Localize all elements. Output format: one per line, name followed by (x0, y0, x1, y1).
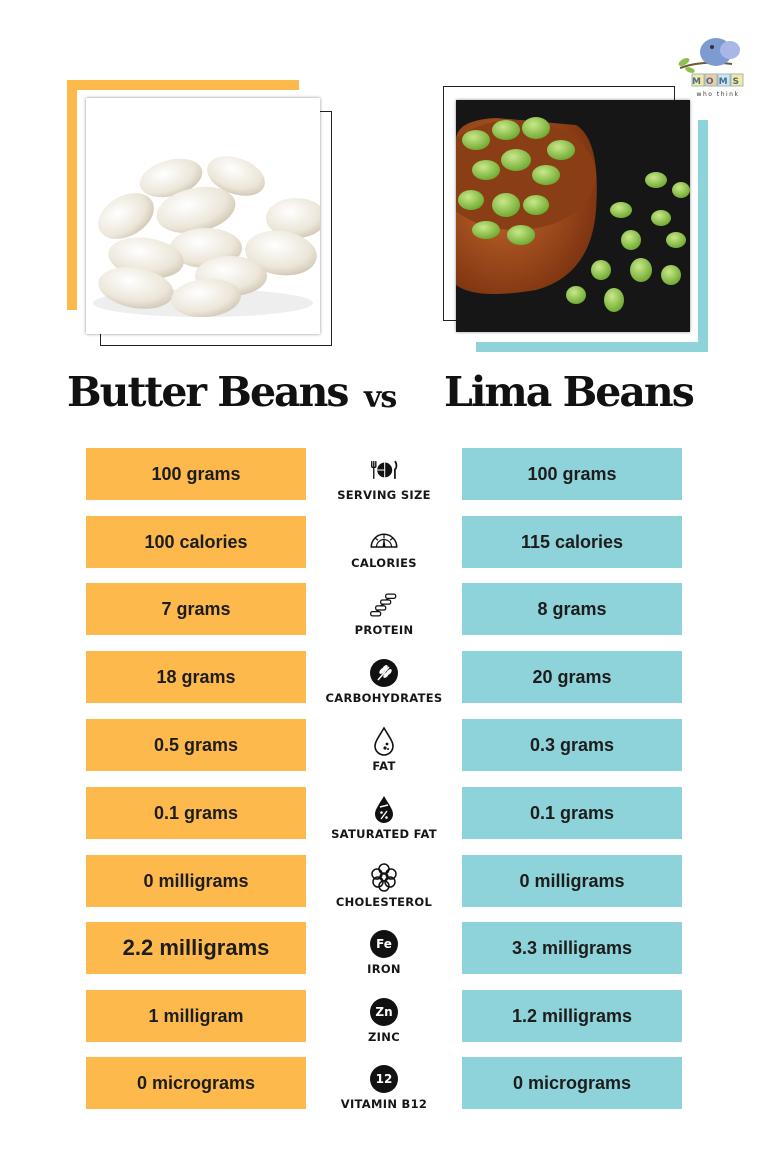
nutrient-vitamin-b12: 12 VITAMIN B12 (318, 1051, 450, 1111)
butter-zinc-value: 1 milligram (86, 990, 306, 1042)
b12-icon: 12 (369, 1064, 399, 1094)
nutrient-label: ZINC (368, 1030, 400, 1044)
nutrient-zinc: Zn ZINC (318, 984, 450, 1044)
lima-cholesterol-value: 0 milligrams (462, 855, 682, 907)
percent-droplet-icon (369, 794, 399, 824)
nutrient-label: PROTEIN (354, 623, 414, 637)
butter-beans-photo (86, 98, 320, 334)
lima-fat-value: 0.3 grams (462, 719, 682, 771)
wheat-icon (369, 658, 399, 688)
nutrient-label: CARBOHYDRATES (325, 691, 443, 705)
nutrient-iron: Fe IRON (318, 916, 450, 976)
lima-calories-value: 115 calories (462, 516, 682, 568)
butter-saturated-fat-value: 0.1 grams (86, 787, 306, 839)
svg-text:who think: who think (697, 91, 740, 98)
butter-protein-value: 7 grams (86, 583, 306, 635)
lima-beans-title: Lima Beans (444, 368, 695, 416)
butter-cholesterol-value: 0 milligrams (86, 855, 306, 907)
lima-zinc-value: 1.2 milligrams (462, 990, 682, 1042)
lima-saturated-fat-value: 0.1 grams (462, 787, 682, 839)
butter-vitamin-b12-value: 0 micrograms (86, 1057, 306, 1109)
gauge-icon (369, 523, 399, 553)
nutrient-label: SERVING SIZE (337, 488, 431, 502)
butter-serving-size-value: 100 grams (86, 448, 306, 500)
svg-text:MOMS: MOMS (692, 77, 744, 87)
butter-frame-accent (67, 80, 299, 310)
nutrient-protein: PROTEIN (318, 577, 450, 637)
nutrient-label: VITAMIN B12 (340, 1097, 428, 1111)
lima-serving-size-value: 100 grams (462, 448, 682, 500)
nutrient-label: CALORIES (351, 556, 417, 570)
lima-carbohydrates-value: 20 grams (462, 651, 682, 703)
butter-beans-title: Butter Beans (67, 368, 349, 416)
nutrient-label: IRON (367, 962, 401, 976)
vs-label: vs (364, 380, 397, 415)
droplet-icon (369, 726, 399, 756)
nutrient-serving-size: SERVING SIZE (318, 442, 450, 502)
fe-icon: Fe (369, 929, 399, 959)
molecule-cluster-icon (369, 862, 399, 892)
plate-cutlery-icon (369, 455, 399, 485)
protein-chain-icon (369, 590, 399, 620)
nutrient-label: CHOLESTEROL (335, 895, 433, 909)
butter-calories-value: 100 calories (86, 516, 306, 568)
nutrient-cholesterol: CHOLESTEROL (318, 849, 450, 909)
nutrient-calories: CALORIES (318, 510, 450, 570)
zn-icon: Zn (369, 997, 399, 1027)
lima-protein-value: 8 grams (462, 583, 682, 635)
nutrient-label: SATURATED FAT (331, 827, 437, 841)
nutrient-fat: FAT (318, 713, 450, 773)
nutrient-label: FAT (372, 759, 396, 773)
butter-iron-value: 2.2 milligrams (86, 922, 306, 974)
lima-iron-value: 3.3 milligrams (462, 922, 682, 974)
lima-beans-photo (456, 100, 690, 332)
butter-fat-value: 0.5 grams (86, 719, 306, 771)
nutrient-saturated-fat: SATURATED FAT (318, 781, 450, 841)
nutrient-carbohydrates: CARBOHYDRATES (318, 645, 450, 705)
lima-frame-accent (476, 120, 708, 352)
butter-carbohydrates-value: 18 grams (86, 651, 306, 703)
lima-vitamin-b12-value: 0 micrograms (462, 1057, 682, 1109)
moms-who-think-logo: MOMS who think (672, 38, 754, 102)
